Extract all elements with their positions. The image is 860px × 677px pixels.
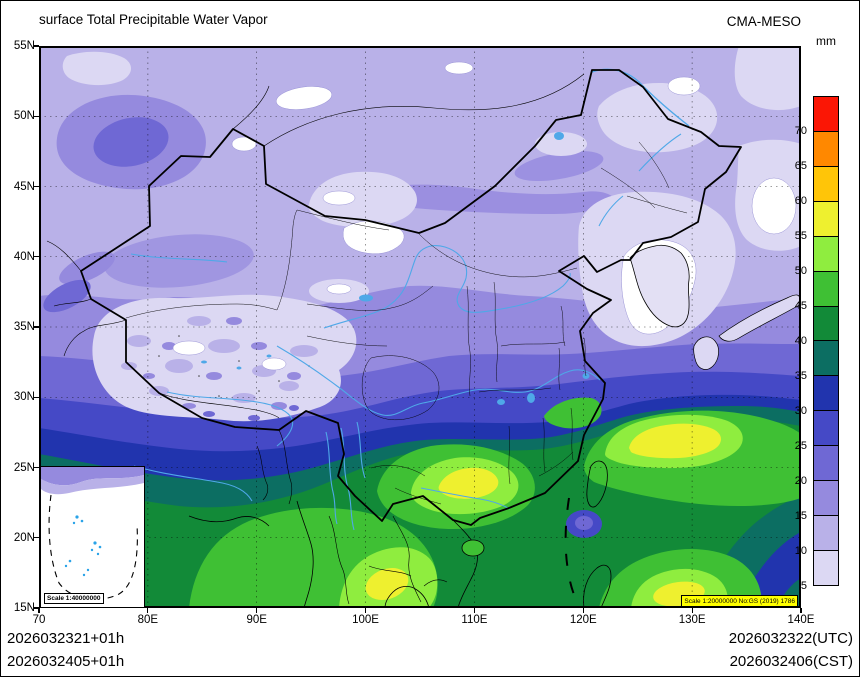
y-tick-label-25N: 25N (13, 461, 35, 474)
colorbar-unit-label: mm (816, 34, 836, 48)
colorbar-tick-label-30: 30 (794, 404, 807, 417)
colorbar-band-10 (814, 515, 838, 550)
colorbar-band-45 (814, 270, 838, 306)
colorbar-tick-label-25: 25 (794, 439, 807, 452)
colorbar-band-40 (814, 305, 838, 341)
field-layers (39, 46, 801, 608)
valid-time-cst: 2026032406(CST) (729, 653, 853, 670)
colorbar-tick-label-35: 35 (794, 369, 807, 382)
x-tick-label-120E: 120E (569, 614, 597, 626)
x-tick-mark-130E (691, 608, 693, 613)
colorbar-tick-label-70: 70 (794, 124, 807, 137)
x-tick-mark-100E (364, 608, 367, 613)
x-tick-label-90E: 90E (246, 614, 267, 626)
colorbar-tick-label-5: 5 (800, 579, 807, 592)
y-tick-mark-15N (34, 607, 39, 609)
x-tick-mark-110E (473, 608, 475, 613)
y-tick-label-15N: 15N (13, 602, 35, 614)
colorbar-band-15 (814, 480, 838, 516)
init-time-utc: 2026032321+01h (7, 630, 125, 647)
model-name-label: CMA-MESO (726, 14, 801, 29)
colorbar-labels: 70 65 60 55 50 45 40 35 30 25 20 15 10 5 (769, 96, 809, 592)
valid-time-utc: 2026032322(UTC) (728, 630, 853, 647)
lakes (201, 132, 590, 405)
colorbar-band-70 (814, 97, 838, 131)
coastlines (188, 244, 801, 608)
x-tick-label-130E: 130E (678, 614, 706, 626)
y-tick-mark-55N (34, 45, 39, 47)
page-title: surface Total Precipitable Water Vapor (39, 12, 268, 27)
y-tick-label-35N: 35N (13, 321, 35, 333)
x-tick-mark-80E (147, 608, 149, 613)
colorbar-band-20 (814, 445, 838, 481)
colorbar-band-65 (814, 130, 838, 166)
colorbar-tick-label-50: 50 (794, 264, 807, 277)
x-tick-label-100E: 100E (352, 614, 379, 626)
plot-frame (39, 46, 801, 608)
y-tick-label-40N: 40N (13, 250, 35, 263)
colorbar-tick-label-10: 10 (794, 544, 807, 557)
x-tick-mark-70 (38, 608, 40, 613)
x-tick-mark-140E (800, 608, 802, 613)
colorbar-band-50 (814, 235, 838, 271)
colorbar-band-55 (814, 200, 838, 236)
colorbar-tick-label-15: 15 (794, 509, 807, 522)
colorbar-tick-label-65: 65 (794, 159, 807, 172)
y-tick-mark-45N (34, 185, 39, 188)
y-tick-mark-25N (34, 466, 39, 469)
map-canvas (39, 46, 801, 608)
colorbar-swatches (813, 96, 839, 586)
colorbar-tick-label-45: 45 (794, 299, 807, 312)
colorbar-tick-label-40: 40 (794, 334, 807, 347)
x-tick-mark-90E (256, 608, 258, 613)
y-tick-mark-20N (34, 537, 39, 539)
colorbar-tick-label-55: 55 (794, 229, 807, 242)
y-tick-label-55N: 55N (13, 40, 35, 52)
province-borders (125, 141, 688, 505)
colorbar-band-30 (814, 375, 838, 411)
inset-map-canvas (41, 467, 144, 607)
x-tick-label-70: 70 (32, 614, 46, 626)
init-time-cst: 2026032405+01h (7, 653, 125, 670)
colorbar-band-25 (814, 410, 838, 446)
colorbar-band-5 (814, 549, 838, 585)
x-tick-label-80E: 80E (137, 614, 159, 626)
inset-map: Scale 1:40000000 (40, 466, 145, 608)
x-tick-label-140E: 140E (787, 614, 815, 626)
x-tick-label-110E: 110E (461, 614, 488, 626)
y-tick-mark-30N (34, 396, 39, 398)
map-scale-note: Scale 1:20000000 No:GS (2019) 1786 (681, 595, 798, 607)
foreign-borders (46, 73, 678, 605)
y-tick-label-20N: 20N (13, 531, 35, 544)
y-tick-mark-50N (34, 115, 39, 117)
colorbar-band-60 (814, 165, 838, 201)
x-tick-mark-120E (582, 608, 584, 613)
y-tick-label-50N: 50N (13, 110, 35, 123)
colorbar-tick-label-60: 60 (794, 194, 807, 207)
map-plot-area (39, 46, 801, 608)
inset-islands (64, 515, 102, 577)
y-tick-label-45N: 45N (13, 180, 35, 193)
colorbar-band-35 (814, 340, 838, 376)
y-tick-label-30N: 30N (13, 391, 35, 404)
inset-scale-label: Scale 1:40000000 (44, 593, 104, 604)
china-national-border (80, 69, 742, 526)
y-tick-mark-35N (34, 326, 39, 328)
y-tick-mark-40N (34, 256, 39, 258)
colorbar-tick-label-20: 20 (794, 474, 807, 487)
graticule-gridlines (39, 46, 801, 608)
